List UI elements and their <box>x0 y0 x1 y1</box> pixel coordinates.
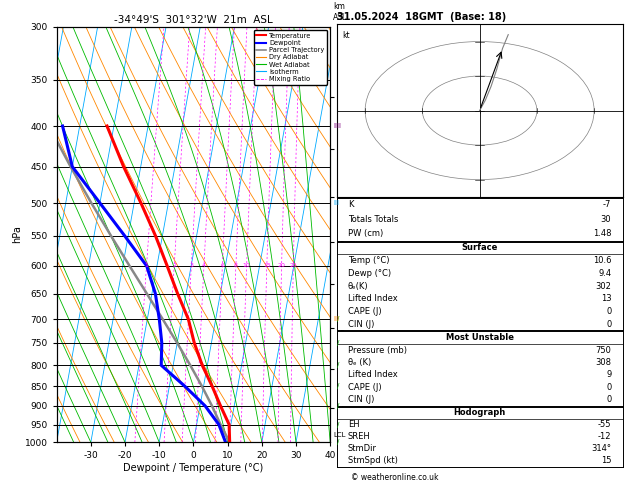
Text: θₑ (K): θₑ (K) <box>348 358 371 367</box>
Text: 302: 302 <box>596 281 611 291</box>
Text: Surface: Surface <box>462 243 498 252</box>
Text: © weatheronline.co.uk: © weatheronline.co.uk <box>351 473 438 482</box>
Text: -12: -12 <box>598 432 611 441</box>
Text: 0: 0 <box>606 382 611 392</box>
Text: Dewp (°C): Dewp (°C) <box>348 269 391 278</box>
Text: /: / <box>337 403 339 409</box>
Text: 1: 1 <box>145 263 148 268</box>
Text: -7: -7 <box>603 200 611 209</box>
Text: /: / <box>337 421 339 428</box>
Text: 2: 2 <box>172 263 176 268</box>
Text: 0: 0 <box>606 320 611 329</box>
Y-axis label: hPa: hPa <box>12 226 22 243</box>
Text: 308: 308 <box>595 358 611 367</box>
Text: 3: 3 <box>189 263 193 268</box>
Text: 13: 13 <box>601 294 611 303</box>
Text: km
ASL: km ASL <box>333 2 348 22</box>
Text: 31.05.2024  18GMT  (Base: 18): 31.05.2024 18GMT (Base: 18) <box>337 12 506 22</box>
Text: 750: 750 <box>596 346 611 355</box>
Text: 0: 0 <box>606 307 611 316</box>
Text: Hodograph: Hodograph <box>454 408 506 417</box>
Text: 4: 4 <box>202 263 206 268</box>
Text: 10: 10 <box>243 263 250 268</box>
Text: 20: 20 <box>277 263 286 268</box>
Text: CAPE (J): CAPE (J) <box>348 382 382 392</box>
Text: 10.6: 10.6 <box>593 256 611 265</box>
Title: -34°49'S  301°32'W  21m  ASL: -34°49'S 301°32'W 21m ASL <box>114 15 273 25</box>
Y-axis label: Mixing Ratio (g/kg): Mixing Ratio (g/kg) <box>347 195 356 274</box>
Text: CAPE (J): CAPE (J) <box>348 307 382 316</box>
Text: 15: 15 <box>601 456 611 465</box>
X-axis label: Dewpoint / Temperature (°C): Dewpoint / Temperature (°C) <box>123 463 264 473</box>
Text: LCL: LCL <box>333 432 346 438</box>
Text: /: / <box>337 383 339 389</box>
Text: SREH: SREH <box>348 432 370 441</box>
Text: 25: 25 <box>289 263 298 268</box>
Text: 15: 15 <box>263 263 270 268</box>
Text: Lifted Index: Lifted Index <box>348 294 398 303</box>
Text: StmDir: StmDir <box>348 444 377 453</box>
Text: -55: -55 <box>598 420 611 429</box>
Text: 9.4: 9.4 <box>598 269 611 278</box>
Text: 1.48: 1.48 <box>593 229 611 238</box>
Text: /: / <box>337 340 339 346</box>
Text: θₑ(K): θₑ(K) <box>348 281 369 291</box>
Text: CIN (J): CIN (J) <box>348 395 374 404</box>
Text: 9: 9 <box>606 370 611 380</box>
Text: III: III <box>333 200 340 206</box>
Text: EH: EH <box>348 420 360 429</box>
Text: /: / <box>337 362 339 368</box>
Text: /: / <box>337 439 339 445</box>
Text: 6: 6 <box>220 263 225 268</box>
Text: Most Unstable: Most Unstable <box>445 333 514 342</box>
Text: kt: kt <box>342 31 350 40</box>
Text: 314°: 314° <box>591 444 611 453</box>
Text: Temp (°C): Temp (°C) <box>348 256 389 265</box>
Text: K: K <box>348 200 353 209</box>
Text: Pressure (mb): Pressure (mb) <box>348 346 407 355</box>
Text: StmSpd (kt): StmSpd (kt) <box>348 456 398 465</box>
Text: Totals Totals: Totals Totals <box>348 215 398 224</box>
Legend: Temperature, Dewpoint, Parcel Trajectory, Dry Adiabat, Wet Adiabat, Isotherm, Mi: Temperature, Dewpoint, Parcel Trajectory… <box>253 30 327 85</box>
Text: /: / <box>337 316 339 322</box>
Text: IIII: IIII <box>333 123 342 129</box>
Text: 8: 8 <box>234 263 238 268</box>
Text: 0: 0 <box>606 395 611 404</box>
Text: III: III <box>333 316 340 322</box>
Text: PW (cm): PW (cm) <box>348 229 383 238</box>
Text: 30: 30 <box>601 215 611 224</box>
Text: CIN (J): CIN (J) <box>348 320 374 329</box>
Text: Lifted Index: Lifted Index <box>348 370 398 380</box>
